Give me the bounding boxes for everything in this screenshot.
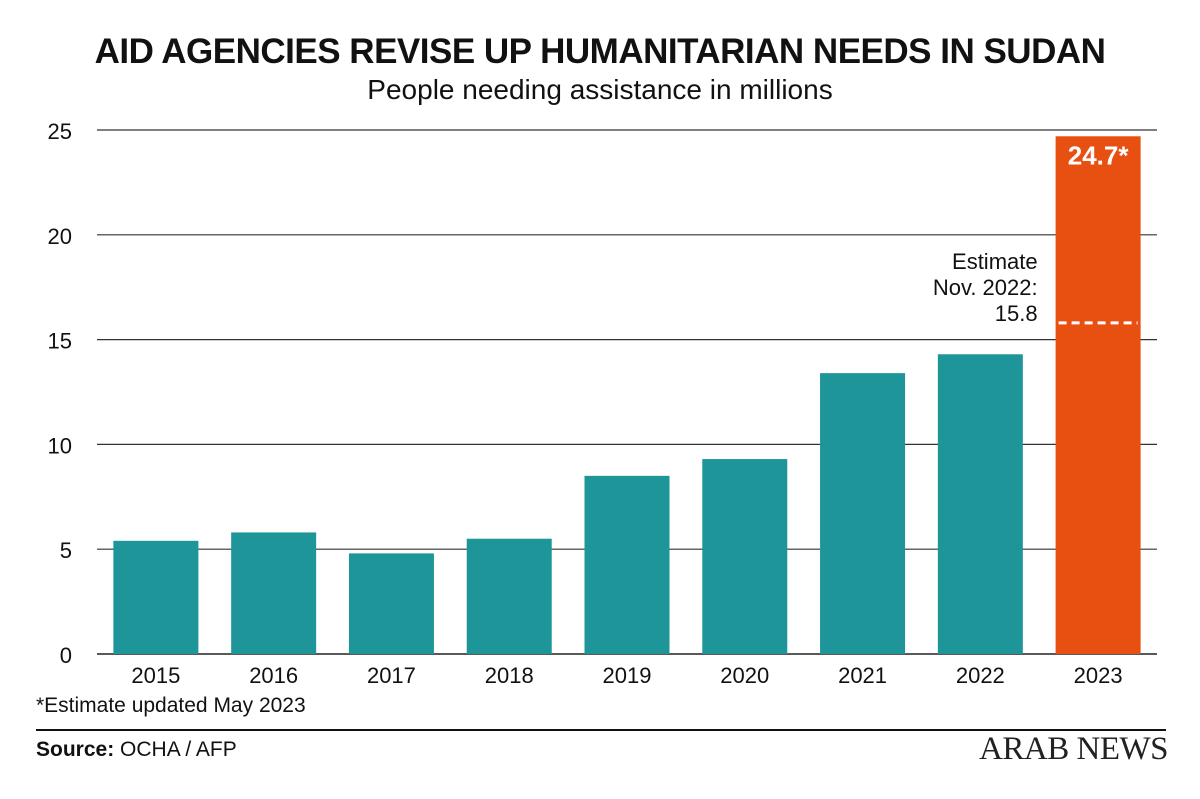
chart-title: AID AGENCIES REVISE UP HUMANITARIAN NEED… (94, 32, 1106, 71)
reference-annotation-line: 15.8 (995, 301, 1038, 326)
x-tick-label: 2016 (249, 663, 298, 688)
source-line: Source: OCHA / AFP (36, 738, 237, 762)
footer-divider (36, 729, 1166, 731)
data-label-highlight: 24.7* (1068, 140, 1130, 170)
footnote: *Estimate updated May 2023 (36, 694, 306, 717)
source-value: OCHA / AFP (120, 738, 237, 761)
x-tick-label: 2019 (603, 663, 652, 688)
bar (231, 532, 317, 654)
x-tick-label: 2020 (720, 663, 769, 688)
x-tick-label: 2017 (367, 663, 416, 688)
y-tick-label: 10 (48, 433, 72, 458)
y-tick-label: 20 (48, 224, 72, 249)
bar (937, 354, 1023, 654)
brand-logo: ARAB NEWS (979, 731, 1168, 767)
bar (348, 553, 434, 654)
y-tick-label: 5 (60, 538, 72, 563)
chart-subtitle: People needing assistance in millions (367, 74, 833, 105)
x-tick-label: 2015 (131, 663, 180, 688)
bar (113, 540, 199, 654)
x-tick-label: 2018 (485, 663, 534, 688)
bar (702, 459, 788, 654)
reference-annotation-line: Estimate (952, 249, 1038, 274)
y-tick-label: 15 (48, 329, 72, 354)
bar (820, 373, 906, 654)
bar-highlight (1055, 136, 1141, 655)
y-tick-label: 25 (48, 119, 72, 144)
y-tick-label: 0 (60, 643, 72, 668)
source-label: Source: (36, 738, 115, 761)
x-tick-label: 2021 (838, 663, 887, 688)
x-tick-label: 2023 (1074, 663, 1123, 688)
bar (466, 538, 552, 654)
bar (584, 475, 670, 654)
reference-annotation-line: Nov. 2022: (933, 275, 1038, 300)
x-tick-label: 2022 (956, 663, 1005, 688)
